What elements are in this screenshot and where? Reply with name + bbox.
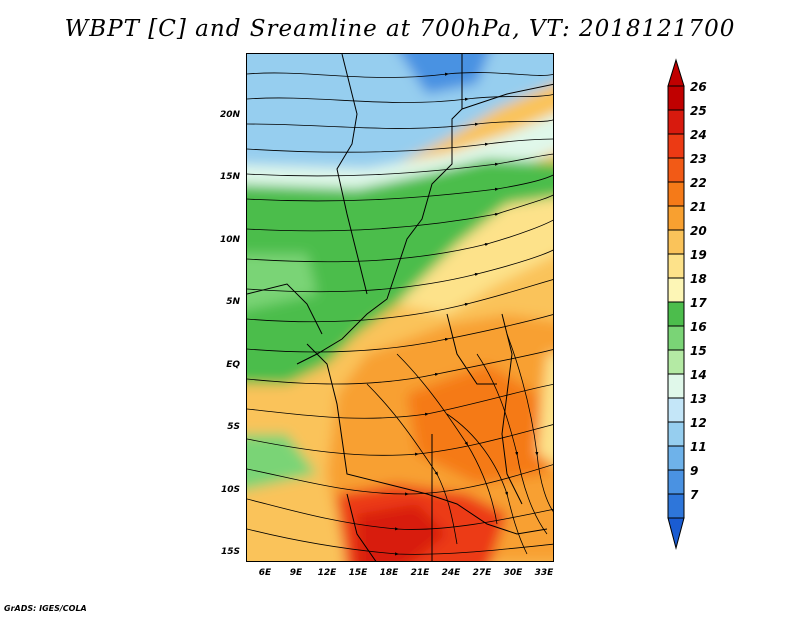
colorbar-swatch	[667, 421, 685, 447]
colorbar-swatch	[667, 325, 685, 351]
colorbar-swatch	[667, 85, 685, 111]
colorbar-swatch	[667, 493, 685, 519]
lon-label-33e: 33E	[534, 568, 554, 578]
colorbar-swatch	[667, 181, 685, 207]
lon-label-24e: 24E	[441, 568, 461, 578]
colorbar-label: 16	[690, 320, 707, 334]
lon-label-18e: 18E	[379, 568, 399, 578]
colorbar-swatch	[667, 109, 685, 135]
colorbar-label: 25	[690, 104, 707, 118]
colorbar-swatch	[667, 301, 685, 327]
lat-label-15s: 15S	[220, 547, 240, 557]
country-borders	[247, 54, 553, 561]
lat-label-10n: 10N	[219, 235, 240, 245]
colorbar-swatch	[667, 253, 685, 279]
temperature-shading	[247, 54, 553, 561]
map-panel	[246, 53, 554, 562]
colorbar-swatch	[667, 277, 685, 303]
colorbar-label: 18	[690, 272, 707, 286]
colorbar-swatch	[667, 397, 685, 423]
lat-label-5n: 5N	[226, 297, 240, 307]
colorbar-swatch	[667, 205, 685, 231]
colorbar-swatch	[667, 373, 685, 399]
colorbar-swatch	[667, 157, 685, 183]
colorbar-label: 7	[690, 488, 699, 502]
colorbar-label: 12	[690, 416, 707, 430]
wbpt-field	[247, 54, 553, 561]
colorbar-swatch	[667, 229, 685, 255]
streamlines	[247, 72, 553, 556]
colorbar-label: 13	[690, 392, 707, 406]
lat-label-20n: 20N	[219, 110, 240, 120]
lon-label-15e: 15E	[348, 568, 368, 578]
colorbar-swatch	[667, 469, 685, 495]
colorbar-swatch	[667, 445, 685, 471]
colorbar-label: 23	[690, 152, 707, 166]
colorbar-top-arrow	[667, 58, 685, 87]
colorbar-label: 24	[690, 128, 707, 142]
colorbar-swatch	[667, 349, 685, 375]
lon-label-9e: 9E	[289, 568, 303, 578]
colorbar-label: 19	[690, 248, 707, 262]
colorbar	[667, 58, 685, 550]
colorbar-bottom-arrow	[667, 517, 685, 550]
colorbar-swatch	[667, 133, 685, 159]
lon-label-21e: 21E	[410, 568, 430, 578]
lat-label-15n: 15N	[219, 172, 240, 182]
colorbar-label: 21	[690, 200, 707, 214]
lat-label-eq: EQ	[226, 360, 240, 370]
lon-label-6e: 6E	[258, 568, 272, 578]
colorbar-label: 14	[690, 368, 707, 382]
colorbar-label: 22	[690, 176, 707, 190]
grads-credit: GrADS: IGES/COLA	[4, 604, 87, 613]
lat-label-10s: 10S	[220, 485, 240, 495]
lon-label-27e: 27E	[472, 568, 492, 578]
lon-label-12e: 12E	[317, 568, 337, 578]
colorbar-label: 9	[690, 464, 699, 478]
lon-label-30e: 30E	[503, 568, 523, 578]
lat-label-5s: 5S	[227, 422, 240, 432]
colorbar-label: 11	[690, 440, 707, 454]
colorbar-label: 26	[690, 80, 707, 94]
map-title: WBPT [C] and Sreamline at 700hPa, VT: 20…	[64, 16, 736, 42]
colorbar-label: 20	[690, 224, 707, 238]
colorbar-label: 17	[690, 296, 707, 310]
colorbar-label: 15	[690, 344, 707, 358]
